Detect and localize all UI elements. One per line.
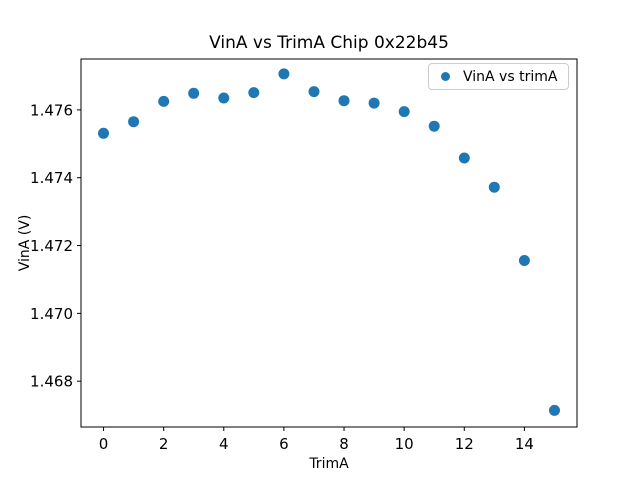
y-tick-label: 1.468 (30, 373, 73, 391)
data-point (549, 404, 560, 416)
plot-area-border (80, 58, 578, 428)
data-point (488, 181, 500, 193)
y-tick-label: 1.472 (30, 237, 73, 255)
data-point (98, 127, 109, 139)
legend-label: VinA vs trimA (463, 68, 558, 85)
data-point (518, 255, 530, 266)
data-point (218, 92, 230, 104)
x-tick-label: 2 (159, 435, 169, 453)
data-point (158, 95, 170, 107)
x-tick-label: 6 (279, 435, 289, 453)
x-tick-label: 12 (455, 435, 474, 453)
data-point (428, 120, 440, 132)
data-point (188, 87, 200, 99)
x-tick-label: 8 (339, 435, 349, 453)
data-point (128, 116, 140, 128)
x-tick-label: 14 (515, 435, 534, 453)
data-point (278, 68, 290, 80)
ticks-layer: 0 2 4 6 8 10 12 14 1.468 1.470 1.472 1.474 1.476 (30, 101, 534, 453)
chart-title: VinA vs TrimA Chip 0x22b45 (209, 33, 449, 53)
y-tick-label: 1.470 (30, 305, 73, 323)
data-point (368, 97, 380, 109)
legend-marker-icon (441, 72, 450, 81)
data-point (338, 95, 350, 107)
data-point (458, 152, 470, 164)
data-point (308, 86, 320, 98)
data-point (398, 106, 410, 118)
y-axis-label: VinA (V) (17, 215, 33, 272)
x-axis-label: TrimA (308, 456, 349, 472)
y-tick-label: 1.476 (30, 101, 73, 119)
x-tick-label: 4 (219, 435, 229, 453)
legend: VinA vs trimA (428, 63, 569, 90)
data-points-layer (98, 68, 560, 416)
x-tick-label: 10 (395, 435, 414, 453)
data-point (248, 87, 260, 99)
x-tick-label: 0 (99, 435, 109, 453)
y-tick-label: 1.474 (30, 169, 73, 187)
